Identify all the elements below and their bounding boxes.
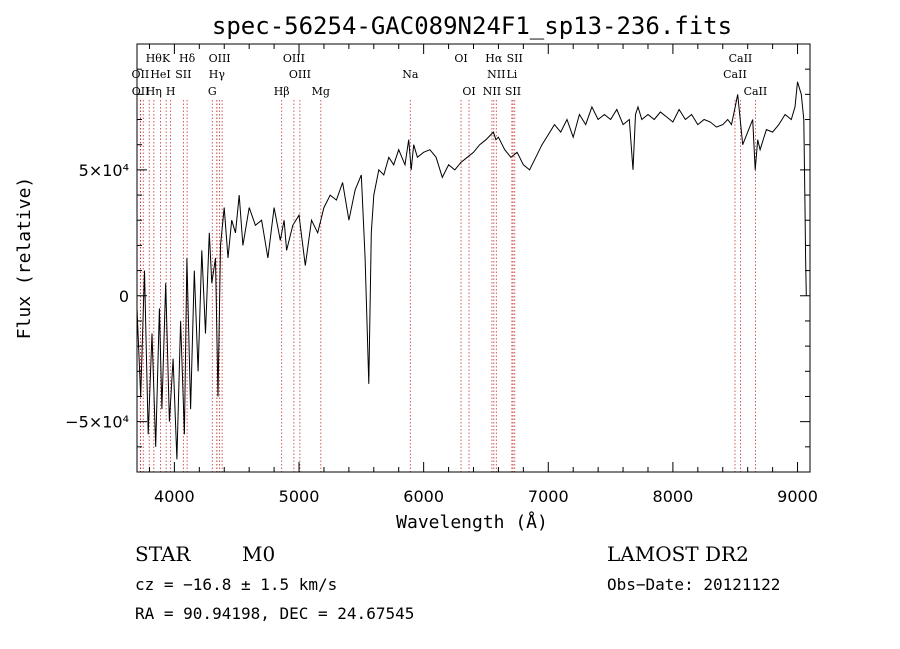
y-tick-label: 5×10⁴ <box>79 161 129 180</box>
obs-date-text: Obs−Date: 20121122 <box>607 575 780 594</box>
survey-label: LAMOST DR2 <box>607 542 749 566</box>
line-label: Hβ <box>274 85 290 98</box>
object-subclass: M0 <box>242 542 275 566</box>
line-label: Hδ <box>179 52 196 65</box>
line-label: CaII <box>723 68 747 81</box>
x-tick-label: 4000 <box>154 487 195 506</box>
x-tick-label: 5000 <box>279 487 320 506</box>
line-label: G <box>208 85 217 98</box>
line-label: OIII <box>283 52 305 65</box>
line-label: Li <box>506 68 517 81</box>
plot-frame <box>136 43 811 473</box>
line-label-group: Hθ K Hδ OIII OIII OI Hα SII CaII OII HeI SII Hγ OIII N… <box>132 52 768 98</box>
line-label: Hα <box>485 52 503 65</box>
line-label: Hη <box>146 85 162 98</box>
redshift-text: cz = −16.8 ± 1.5 km/s <box>135 575 337 594</box>
x-axis: 4000 5000 6000 7000 8000 9000 <box>148 44 818 506</box>
line-label: OI <box>454 52 467 65</box>
line-label: OI <box>462 85 475 98</box>
y-axis-label: Flux (relative) <box>14 177 35 340</box>
line-label: K <box>162 52 171 65</box>
line-label: NII <box>483 85 501 98</box>
line-label: CaII <box>729 52 753 65</box>
x-tick-label: 6000 <box>403 487 444 506</box>
line-label: Hθ <box>146 52 163 65</box>
y-tick-label: −5×10⁴ <box>65 413 129 432</box>
line-label: HeI <box>150 68 170 81</box>
line-label: NII <box>487 68 505 81</box>
line-label: Hγ <box>209 68 226 81</box>
line-label: OII <box>132 85 150 98</box>
line-label: SII <box>175 68 191 81</box>
line-label: SII <box>507 52 523 65</box>
line-label: H <box>166 85 176 98</box>
coordinates-text: RA = 90.94198, DEC = 24.67545 <box>135 604 414 623</box>
x-tick-label: 8000 <box>653 487 694 506</box>
x-tick-label: 9000 <box>777 487 818 506</box>
line-label: Na <box>402 68 419 81</box>
line-label: OIII <box>289 68 311 81</box>
y-tick-label: 0 <box>119 287 129 306</box>
y-axis: −5×10⁴ 0 5×10⁴ <box>65 68 810 448</box>
x-axis-label: Wavelength (Å) <box>396 511 548 533</box>
spectrum-line <box>136 81 807 460</box>
line-label: CaII <box>744 85 768 98</box>
chart-title: spec-56254-GAC089N24F1_sp13-236.fits <box>212 12 732 40</box>
line-marker-group <box>139 100 756 472</box>
line-label: OIII <box>209 52 231 65</box>
x-tick-label: 7000 <box>528 487 569 506</box>
object-class: STAR <box>135 542 191 566</box>
line-label: SII <box>505 85 521 98</box>
line-label: Mg <box>312 85 330 98</box>
line-label: OII <box>132 68 150 81</box>
